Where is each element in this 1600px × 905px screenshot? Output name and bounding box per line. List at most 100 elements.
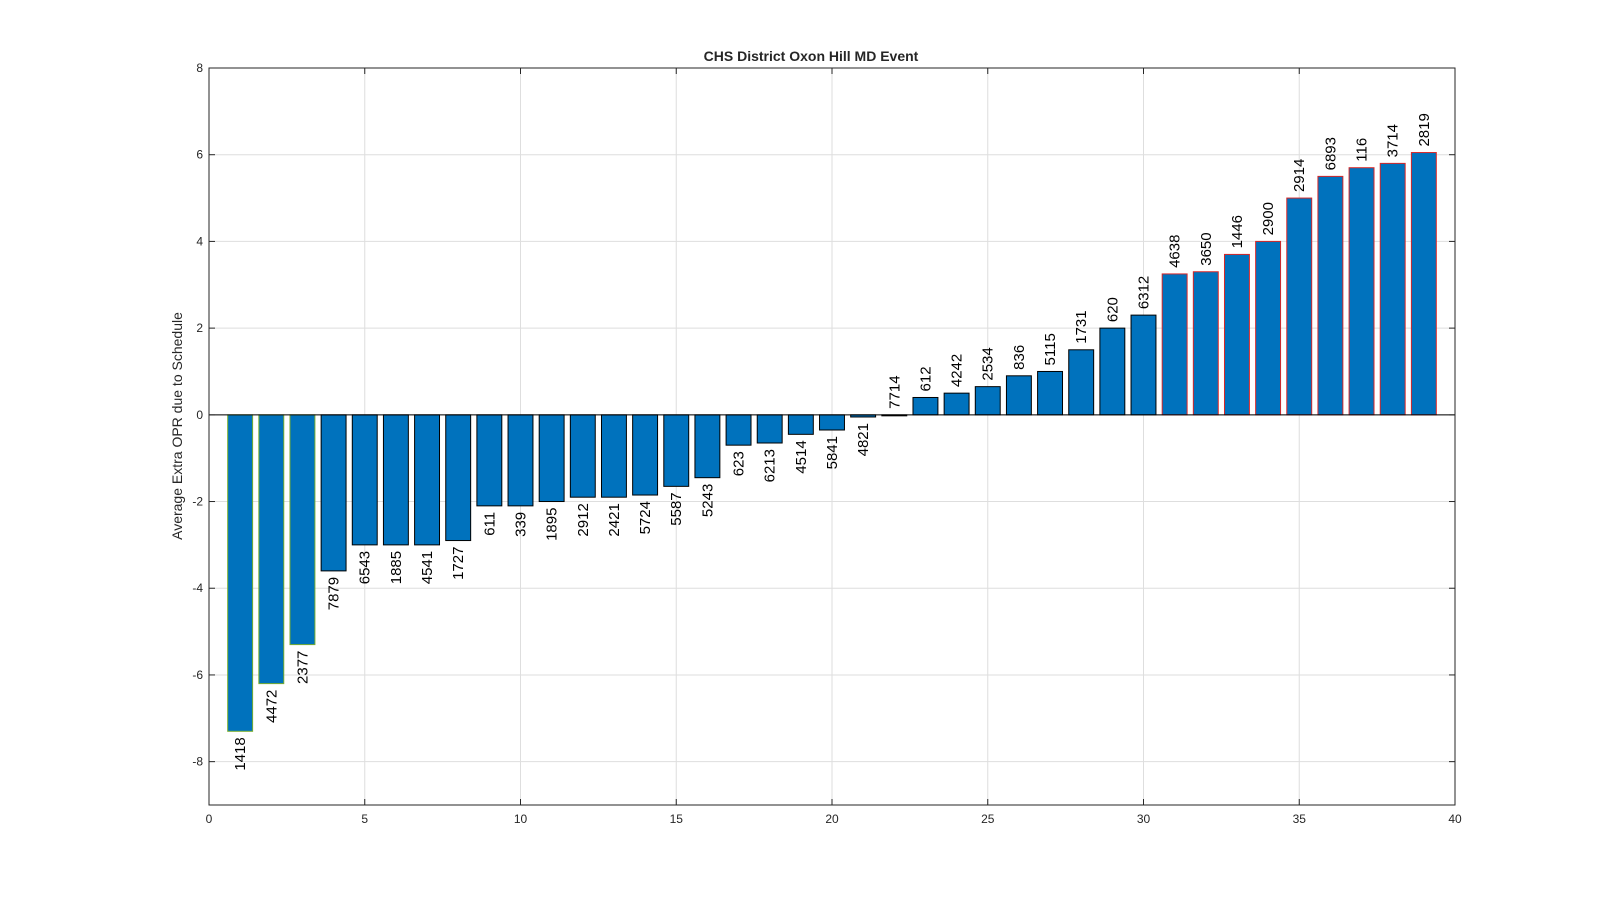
bar-6312 bbox=[1130, 314, 1157, 416]
bar-2900 bbox=[1255, 240, 1282, 416]
bar-label-1418: 1418 bbox=[232, 737, 249, 770]
x-tick-label: 15 bbox=[670, 812, 684, 826]
x-tick-label: 30 bbox=[1137, 812, 1151, 826]
bar-label-2534: 2534 bbox=[980, 347, 997, 380]
y-tick-label: -4 bbox=[192, 581, 203, 595]
bar-label-1446: 1446 bbox=[1229, 215, 1246, 248]
bar-label-1727: 1727 bbox=[450, 547, 467, 580]
bar-1895 bbox=[538, 414, 565, 503]
bar-611 bbox=[476, 414, 503, 507]
bar-label-1895: 1895 bbox=[544, 508, 561, 541]
bar-label-5841: 5841 bbox=[824, 436, 841, 469]
bar-2421 bbox=[600, 414, 627, 498]
bar-label-2819: 2819 bbox=[1416, 113, 1433, 146]
bar-339 bbox=[507, 414, 534, 507]
bar-label-836: 836 bbox=[1011, 345, 1028, 370]
bar-label-3714: 3714 bbox=[1385, 124, 1402, 157]
y-tick-label: -2 bbox=[192, 495, 203, 509]
bar-4541 bbox=[414, 414, 441, 546]
bars-layer bbox=[227, 152, 1437, 732]
bar-3650 bbox=[1192, 271, 1219, 416]
bar-label-5724: 5724 bbox=[637, 501, 654, 534]
bar-2912 bbox=[569, 414, 596, 498]
bar-label-611: 611 bbox=[481, 512, 498, 536]
bar-label-4472: 4472 bbox=[263, 690, 280, 723]
bar-label-4242: 4242 bbox=[949, 354, 966, 387]
bar-label-2377: 2377 bbox=[294, 651, 311, 684]
bar-5587 bbox=[663, 414, 690, 487]
x-tick-label: 20 bbox=[825, 812, 839, 826]
bar-label-2912: 2912 bbox=[575, 503, 592, 536]
bar-label-620: 620 bbox=[1104, 297, 1121, 322]
bar-4514 bbox=[787, 414, 814, 435]
bar-2819 bbox=[1410, 152, 1437, 416]
bar-label-116: 116 bbox=[1354, 138, 1371, 162]
y-tick-label: 0 bbox=[196, 408, 203, 422]
bar-5243 bbox=[694, 414, 721, 479]
plot-area-border bbox=[208, 67, 1456, 806]
x-tick-label: 0 bbox=[206, 812, 213, 826]
bar-7879 bbox=[320, 414, 347, 572]
bar-1418 bbox=[227, 414, 254, 732]
bar-label-5115: 5115 bbox=[1042, 333, 1059, 365]
bar-6213 bbox=[756, 414, 783, 444]
bar-label-4541: 4541 bbox=[419, 551, 436, 584]
bar-836 bbox=[1005, 375, 1032, 416]
axes-layer bbox=[208, 67, 1456, 806]
bar-label-6543: 6543 bbox=[357, 551, 374, 584]
y-tick-label: 2 bbox=[196, 321, 203, 335]
bar-2914 bbox=[1286, 197, 1313, 416]
bar-623 bbox=[725, 414, 752, 446]
bar-label-1731: 1731 bbox=[1073, 310, 1090, 343]
bar-1731 bbox=[1068, 349, 1095, 416]
bar-label-4638: 4638 bbox=[1167, 235, 1184, 268]
chart-title: CHS District Oxon Hill MD Event bbox=[704, 48, 919, 64]
bar-1727 bbox=[445, 414, 472, 542]
y-axis-label: Average Extra OPR due to Schedule bbox=[169, 312, 185, 540]
bar-label-6312: 6312 bbox=[1136, 276, 1153, 309]
bar-2377 bbox=[289, 414, 316, 646]
bar-5115 bbox=[1037, 370, 1064, 416]
bar-label-339: 339 bbox=[513, 512, 530, 537]
bar-5841 bbox=[819, 414, 845, 431]
y-tick-label: -6 bbox=[192, 668, 203, 682]
x-tick-label: 5 bbox=[361, 812, 368, 826]
bar-label-6893: 6893 bbox=[1322, 137, 1339, 170]
bar-label-2421: 2421 bbox=[606, 503, 623, 536]
y-tick-label: 6 bbox=[196, 148, 203, 162]
bar-4242 bbox=[943, 392, 970, 416]
bar-label-5587: 5587 bbox=[668, 492, 685, 525]
bar-label-7879: 7879 bbox=[326, 577, 343, 610]
x-tick-label: 40 bbox=[1448, 812, 1462, 826]
bar-label-1885: 1885 bbox=[388, 551, 405, 584]
x-tick-label: 35 bbox=[1293, 812, 1307, 826]
x-tick-label: 10 bbox=[514, 812, 528, 826]
bar-label-623: 623 bbox=[731, 451, 748, 476]
bar-5724 bbox=[632, 414, 659, 496]
y-tick-label: -8 bbox=[192, 755, 203, 769]
bar-2534 bbox=[974, 386, 1001, 416]
y-tick-label: 8 bbox=[196, 61, 203, 75]
bar-6543 bbox=[351, 414, 378, 546]
bar-1885 bbox=[382, 414, 409, 546]
bar-label-3650: 3650 bbox=[1198, 232, 1215, 265]
bar-label-4821: 4821 bbox=[855, 423, 872, 456]
bar-label-7714: 7714 bbox=[886, 375, 903, 408]
bar-4638 bbox=[1161, 273, 1188, 416]
y-tick-label: 4 bbox=[196, 234, 203, 248]
bar-label-2914: 2914 bbox=[1291, 159, 1308, 192]
bar-label-4514: 4514 bbox=[793, 440, 810, 473]
bar-116 bbox=[1348, 167, 1375, 416]
bar-1446 bbox=[1223, 253, 1250, 416]
bar-6893 bbox=[1317, 175, 1344, 416]
bar-3714 bbox=[1379, 162, 1406, 416]
bar-label-612: 612 bbox=[917, 366, 934, 391]
bar-620 bbox=[1099, 327, 1126, 416]
bar-612 bbox=[912, 396, 939, 416]
bar-4472 bbox=[258, 414, 285, 685]
bar-label-6213: 6213 bbox=[762, 449, 779, 482]
x-tick-label: 25 bbox=[981, 812, 995, 826]
bar-label-5243: 5243 bbox=[699, 484, 716, 517]
